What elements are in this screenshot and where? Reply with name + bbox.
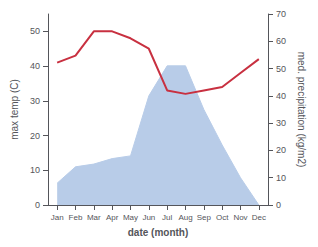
svg-text:Aug: Aug — [178, 213, 192, 222]
svg-text:Feb: Feb — [69, 213, 83, 222]
svg-text:50: 50 — [30, 26, 40, 36]
svg-text:20: 20 — [276, 145, 286, 155]
svg-text:20: 20 — [30, 131, 40, 141]
svg-text:Jun: Jun — [142, 213, 155, 222]
svg-text:max temp (C): max temp (C) — [9, 79, 20, 140]
svg-text:70: 70 — [276, 9, 286, 19]
svg-text:10: 10 — [30, 165, 40, 175]
svg-text:Sep: Sep — [197, 213, 212, 222]
svg-text:Dec: Dec — [252, 213, 266, 222]
svg-text:30: 30 — [276, 118, 286, 128]
svg-text:Oct: Oct — [216, 213, 229, 222]
svg-text:Apr: Apr — [106, 213, 119, 222]
svg-text:date (month): date (month) — [128, 227, 189, 238]
svg-text:0: 0 — [35, 200, 40, 210]
svg-text:50: 50 — [276, 64, 286, 74]
svg-text:May: May — [123, 213, 138, 222]
svg-text:40: 40 — [30, 61, 40, 71]
svg-text:40: 40 — [276, 91, 286, 101]
svg-text:med. precipitation (kg/m2): med. precipitation (kg/m2) — [296, 52, 307, 168]
svg-text:Mar: Mar — [87, 213, 101, 222]
svg-text:10: 10 — [276, 173, 286, 183]
svg-text:30: 30 — [30, 96, 40, 106]
svg-text:60: 60 — [276, 36, 286, 46]
svg-text:Nov: Nov — [233, 213, 247, 222]
svg-text:Jul: Jul — [162, 213, 172, 222]
svg-text:Jan: Jan — [51, 213, 64, 222]
svg-text:0: 0 — [276, 200, 281, 210]
